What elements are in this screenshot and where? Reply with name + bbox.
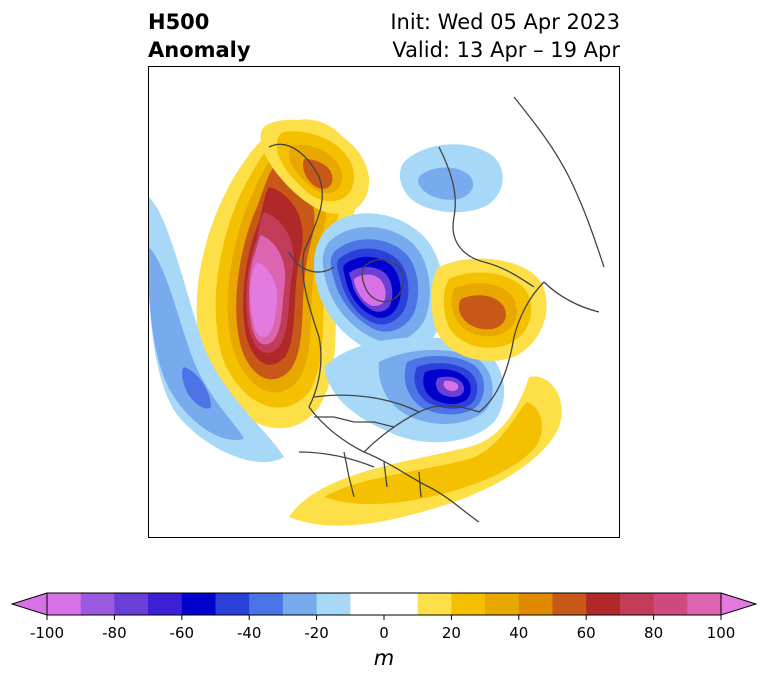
colorbar-cell (316, 593, 351, 615)
colorbar-tick-label: -100 (29, 624, 65, 642)
colorbar-cell (586, 593, 621, 615)
colorbar-tick-label: 100 (706, 624, 736, 642)
colorbar-cell (417, 593, 452, 615)
colorbar-cell (653, 593, 688, 615)
colorbar-ticks (46, 615, 722, 620)
colorbar-cell (451, 593, 486, 615)
colorbar-cell (47, 593, 82, 615)
colorbar-cell (249, 593, 284, 615)
colorbar-tick-label: 60 (576, 624, 596, 642)
map-canvas (149, 96, 605, 526)
colorbar-tick-label: 20 (441, 624, 461, 642)
anomaly-mediterranean-positive (431, 258, 547, 361)
colorbar-cell (552, 593, 587, 615)
map-title: H500 Anomaly (148, 8, 251, 64)
colorbar-cells (47, 593, 722, 615)
colorbar-cell (282, 593, 318, 615)
colorbar-tick-label: -80 (102, 624, 127, 642)
colorbar-tick-label: 80 (644, 624, 664, 642)
run-info: Init: Wed 05 Apr 2023 Valid: 13 Apr – 19… (390, 8, 620, 64)
coastlines (268, 96, 605, 523)
colorbar-cell (148, 593, 183, 615)
anomaly-labrador-negative (324, 337, 505, 443)
anomaly-map (148, 66, 620, 538)
title-line-1: H500 (148, 10, 210, 34)
colorbar-over-arrow (720, 592, 758, 616)
anomaly-central-pacific-negative (149, 197, 284, 462)
colorbar-cell (350, 593, 419, 615)
colorbar-tick-label: -40 (236, 624, 262, 642)
colorbar-tick-label: 0 (379, 624, 389, 642)
anomaly-southern-us-positive (289, 376, 562, 526)
anomaly-arctic-negative (313, 213, 444, 356)
valid-time: Valid: 13 Apr – 19 Apr (392, 38, 620, 62)
colorbar-cell (114, 593, 149, 615)
colorbar (10, 592, 758, 620)
colorbar-tick-label: 40 (509, 624, 529, 642)
colorbar-cell (80, 593, 115, 615)
colorbar-under-arrow (10, 592, 48, 616)
colorbar-cell (181, 593, 216, 615)
colorbar-tick-label: -20 (304, 624, 329, 642)
colorbar-cell (485, 593, 520, 615)
init-time: Init: Wed 05 Apr 2023 (390, 10, 620, 34)
colorbar-cell (518, 593, 553, 615)
colorbar-tick-label: -60 (169, 624, 195, 642)
colorbar-unit-label: m (373, 646, 395, 670)
colorbar-cell (215, 593, 250, 615)
title-line-2: Anomaly (148, 38, 251, 62)
colorbar-cell (687, 593, 722, 615)
colorbar-cell (619, 593, 655, 615)
